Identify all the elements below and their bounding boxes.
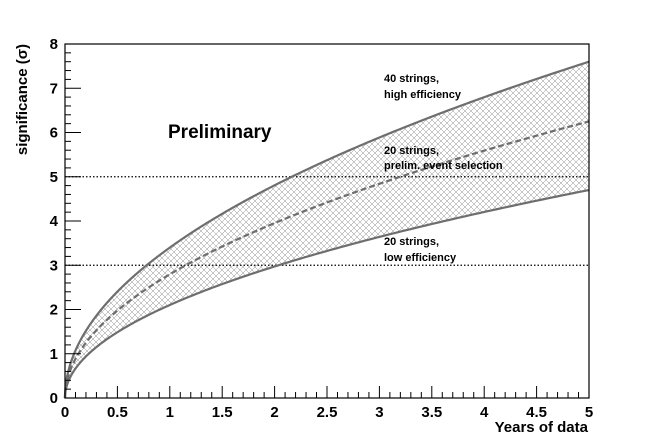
x-tick-label: 3.5 <box>421 404 442 421</box>
y-tick-label: 8 <box>50 36 58 53</box>
preliminary-label: Preliminary <box>168 122 272 143</box>
x-tick-label: 2.5 <box>317 404 338 421</box>
y-tick-label: 1 <box>50 346 58 363</box>
series-line-40-strings-high-efficiency <box>63 60 590 399</box>
y-tick-label: 2 <box>50 302 58 319</box>
annotation-20-strings-low-line2: low efficiency <box>384 252 457 264</box>
x-tick-label: 2 <box>270 404 278 421</box>
x-axis-title: Years of data <box>495 419 589 436</box>
x-tick-label: 3 <box>375 404 383 421</box>
y-tick-label: 6 <box>50 125 58 142</box>
x-tick-label: 1.5 <box>212 404 233 421</box>
x-tick-label: 0.5 <box>107 404 128 421</box>
y-axis-title: significance (σ) <box>14 44 31 155</box>
annotation-40-strings-line2: high efficiency <box>384 89 462 101</box>
y-tick-label: 0 <box>50 390 58 407</box>
annotation-40-strings-line1: 40 strings, <box>384 73 439 85</box>
y-tick-label: 3 <box>50 257 58 274</box>
x-tick-label: 4.5 <box>526 404 547 421</box>
uncertainty-band <box>65 61 589 398</box>
x-tick-label: 5 <box>585 404 593 421</box>
y-tick-label: 4 <box>50 213 59 230</box>
series-line-20-strings-prelim-event-selection <box>63 120 590 399</box>
y-tick-label: 7 <box>50 80 58 97</box>
annotation-20-strings-prelim-line2: prelim. event selection <box>384 160 503 172</box>
annotation-20-strings-prelim-line1: 20 strings, <box>384 145 439 157</box>
series-line-20-strings-low-efficiency <box>63 188 590 399</box>
y-tick-label: 5 <box>50 169 58 186</box>
annotation-20-strings-low-line1: 20 strings, <box>384 236 439 248</box>
x-tick-label: 1 <box>166 404 174 421</box>
x-tick-label: 4 <box>480 404 489 421</box>
x-tick-label: 0 <box>61 404 69 421</box>
